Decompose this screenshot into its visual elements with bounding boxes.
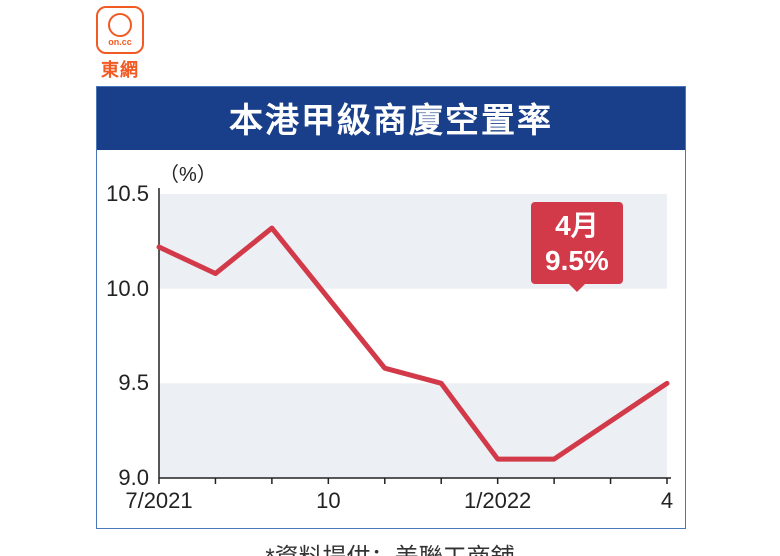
chart-card: 本港甲級商廈空置率 （%） 4月 9.5% 9.09.510.010.57/20… [96,86,686,529]
logo-ring-icon [108,13,132,37]
y-tick-label: 10.0 [97,276,149,302]
callout-line2: 9.5% [545,243,609,278]
x-tick-label: 1/2022 [464,488,531,514]
x-tick-label: 10 [316,488,340,514]
brand-logo: on.cc 東網 [96,6,144,82]
last-point-callout: 4月 9.5% [531,202,623,284]
callout-line1: 4月 [545,208,609,243]
x-tick-label: 4 [661,488,673,514]
chart-source: *資料提供：美聯工商舖 [96,537,684,556]
chart-title: 本港甲級商廈空置率 [97,87,685,150]
chart-plot: （%） 4月 9.5% 9.09.510.010.57/2021101/2022… [97,150,685,528]
logo-box: on.cc [96,6,144,54]
y-tick-label: 10.5 [97,181,149,207]
x-tick-label: 7/2021 [125,488,192,514]
logo-domain: on.cc [108,38,132,47]
y-unit-label: （%） [159,158,217,187]
y-tick-label: 9.5 [97,370,149,396]
logo-text: 東網 [101,56,139,82]
